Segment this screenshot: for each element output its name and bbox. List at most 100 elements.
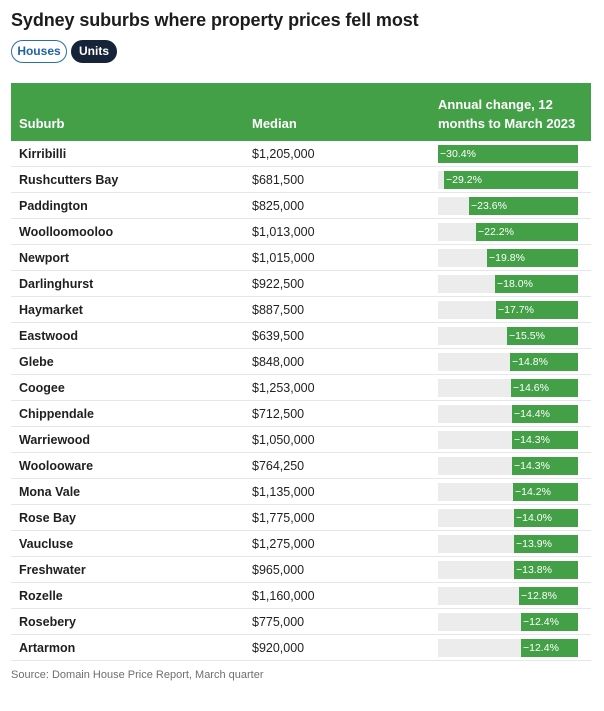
suburb-name: Warriewood [11,426,244,453]
median-price: $1,050,000 [244,426,434,453]
change-bar-track: −14.3% [438,456,578,475]
table-row: Warriewood $1,050,000 −14.3% [11,426,591,453]
price-change-table: Suburb Median Annual change, 12 months t… [11,83,591,661]
annual-change-cell: −17.7% [434,296,591,323]
median-price: $1,015,000 [244,244,434,271]
suburb-name: Glebe [11,348,244,375]
median-price: $922,500 [244,270,434,297]
median-price: $920,000 [244,634,434,661]
change-bar-label: −14.0% [516,511,552,524]
table-row: Glebe $848,000 −14.8% [11,348,591,375]
column-header-median: Median [244,83,434,141]
annual-change-cell: −13.9% [434,530,591,557]
annual-change-cell: −12.8% [434,582,591,609]
change-bar-label: −17.7% [498,303,534,316]
units-toggle-button[interactable]: Units [71,40,117,63]
annual-change-cell: −14.0% [434,504,591,531]
annual-change-cell: −14.8% [434,348,591,375]
median-price: $848,000 [244,348,434,375]
median-price: $712,500 [244,400,434,427]
table-row: Coogee $1,253,000 −14.6% [11,374,591,401]
annual-change-cell: −14.3% [434,452,591,479]
suburb-name: Woolloomooloo [11,218,244,245]
table-row: Rosebery $775,000 −12.4% [11,608,591,635]
change-bar-label: −13.8% [516,563,552,576]
annual-change-cell: −14.3% [434,426,591,453]
table-row: Chippendale $712,500 −14.4% [11,400,591,427]
median-price: $1,253,000 [244,374,434,401]
source-note: Source: Domain House Price Report, March… [11,669,264,681]
change-bar: −14.2% [513,482,578,501]
change-bar-label: −12.8% [521,589,557,602]
change-bar: −19.8% [487,248,578,267]
change-bar: −29.2% [444,170,578,189]
change-bar-track: −12.8% [438,586,578,605]
change-bar: −17.7% [496,300,578,319]
change-bar: −13.8% [514,560,578,579]
change-bar-track: −14.6% [438,378,578,397]
median-price: $1,775,000 [244,504,434,531]
annual-change-cell: −14.2% [434,478,591,505]
change-bar-label: −12.4% [523,615,559,628]
annual-change-cell: −14.4% [434,400,591,427]
annual-change-cell: −12.4% [434,634,591,661]
change-bar: −30.4% [438,144,578,163]
suburb-name: Rushcutters Bay [11,166,244,193]
table-row: Artarmon $920,000 −12.4% [11,634,591,661]
annual-change-cell: −29.2% [434,166,591,193]
change-bar-track: −17.7% [438,300,578,319]
change-bar: −14.8% [510,352,578,371]
change-bar: −23.6% [469,196,578,215]
change-bar-label: −14.3% [514,459,550,472]
change-bar-label: −22.2% [478,225,514,238]
suburb-name: Woolooware [11,452,244,479]
change-bar: −14.4% [512,404,578,423]
change-bar-label: −14.3% [514,433,550,446]
suburb-name: Paddington [11,192,244,219]
suburb-name: Chippendale [11,400,244,427]
change-bar-label: −14.2% [515,485,551,498]
column-header-suburb: Suburb [11,83,244,141]
table-row: Woolooware $764,250 −14.3% [11,452,591,479]
median-price: $764,250 [244,452,434,479]
change-bar-label: −30.4% [440,147,476,160]
change-bar-label: −14.6% [513,381,549,394]
median-price: $1,013,000 [244,218,434,245]
change-bar-label: −12.4% [523,641,559,654]
annual-change-cell: −22.2% [434,218,591,245]
change-bar-label: −18.0% [497,277,533,290]
change-bar: −13.9% [514,534,578,553]
change-bar-track: −18.0% [438,274,578,293]
median-price: $1,275,000 [244,530,434,557]
change-bar: −18.0% [495,274,578,293]
change-bar-label: −15.5% [509,329,545,342]
annual-change-cell: −14.6% [434,374,591,401]
median-price: $1,160,000 [244,582,434,609]
suburb-name: Rosebery [11,608,244,635]
change-bar-track: −29.2% [438,170,578,189]
suburb-name: Artarmon [11,634,244,661]
annual-change-cell: −30.4% [434,141,591,167]
suburb-name: Rozelle [11,582,244,609]
change-bar: −14.6% [511,378,578,397]
suburb-name: Darlinghurst [11,270,244,297]
change-bar: −15.5% [507,326,578,345]
change-bar-track: −14.3% [438,430,578,449]
change-bar: −12.4% [521,638,578,657]
annual-change-cell: −15.5% [434,322,591,349]
table-row: Woolloomooloo $1,013,000 −22.2% [11,218,591,245]
table-row: Darlinghurst $922,500 −18.0% [11,270,591,297]
change-bar-track: −14.8% [438,352,578,371]
median-price: $1,135,000 [244,478,434,505]
suburb-name: Eastwood [11,322,244,349]
median-price: $1,205,000 [244,141,434,167]
suburb-name: Vaucluse [11,530,244,557]
table-row: Rozelle $1,160,000 −12.8% [11,582,591,609]
change-bar-label: −23.6% [471,199,507,212]
table-row: Freshwater $965,000 −13.8% [11,556,591,583]
table-row: Mona Vale $1,135,000 −14.2% [11,478,591,505]
annual-change-cell: −23.6% [434,192,591,219]
houses-toggle-button[interactable]: Houses [11,40,67,63]
change-bar-track: −13.8% [438,560,578,579]
